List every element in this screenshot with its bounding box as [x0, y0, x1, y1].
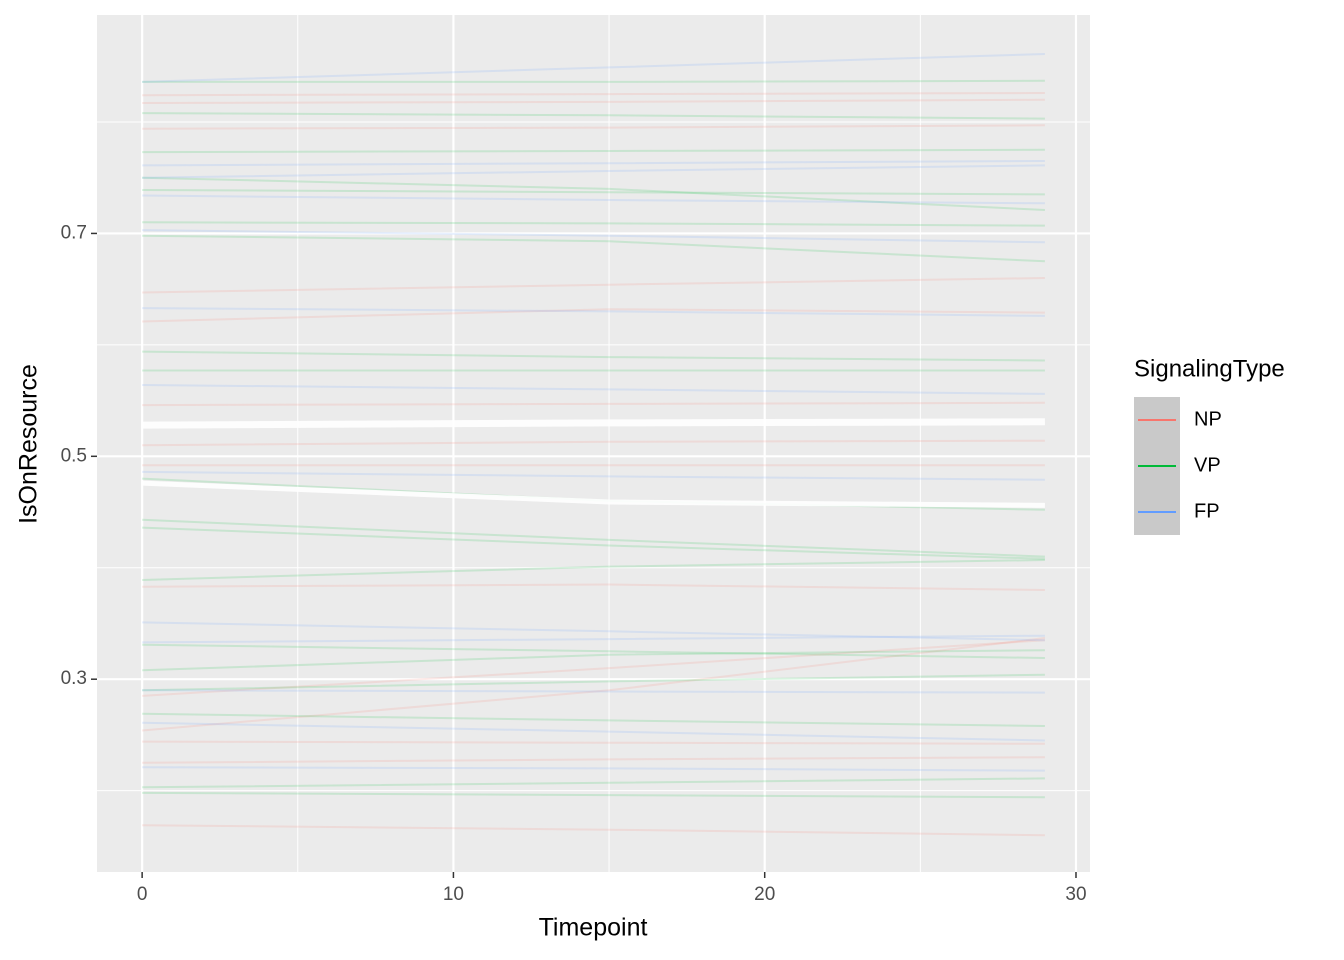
series-line — [142, 637, 1046, 732]
series-line — [142, 649, 1045, 672]
series-line — [142, 470, 1045, 481]
series-line — [142, 221, 1045, 227]
series-line — [142, 756, 1045, 764]
series-line — [142, 124, 1045, 130]
series-line — [142, 194, 1045, 205]
series-line — [142, 53, 1045, 83]
legend-title: SignalingType — [1134, 355, 1285, 382]
series-line — [142, 350, 1045, 362]
series-line — [142, 621, 1045, 642]
series-line — [142, 92, 1045, 97]
series-line — [142, 439, 1045, 447]
panel — [97, 15, 1090, 872]
series-line — [142, 518, 1045, 558]
series-line — [142, 689, 1045, 694]
series-line — [142, 824, 1045, 837]
series-line — [142, 79, 1045, 83]
series-line — [142, 277, 1045, 294]
series-line — [142, 112, 1045, 120]
x-tick-label: 10 — [443, 884, 464, 905]
series-line — [142, 160, 1045, 167]
series-line — [142, 791, 1045, 799]
series-line — [142, 673, 1045, 692]
series-line — [142, 559, 1045, 581]
series-line — [142, 401, 1045, 407]
series-line — [142, 384, 1045, 395]
y-tick-label: 0.5 — [61, 445, 87, 466]
series-line — [142, 307, 1045, 317]
series-line — [142, 712, 1045, 727]
x-tick-label: 20 — [754, 884, 775, 905]
series-line — [142, 740, 1045, 745]
y-tick-label: 0.3 — [61, 668, 87, 689]
x-tick-label: 0 — [137, 884, 148, 905]
series-line — [142, 643, 1045, 659]
summary-line — [142, 418, 1045, 429]
series-line — [142, 639, 1045, 697]
legend-label: NP — [1194, 408, 1222, 430]
series-line — [142, 308, 1045, 323]
series-line — [142, 234, 1045, 263]
series-line — [142, 583, 1045, 591]
x-tick-label: 30 — [1065, 884, 1086, 905]
series-line — [142, 229, 1045, 244]
series-line — [142, 176, 1045, 211]
y-axis-title: IsOnResource — [15, 364, 43, 524]
legend-label: FP — [1194, 500, 1220, 522]
series-line — [142, 634, 1045, 644]
series-line — [142, 766, 1045, 772]
series-line — [142, 98, 1045, 104]
series-line — [142, 526, 1045, 560]
series-line — [142, 164, 1045, 179]
y-tick-label: 0.7 — [61, 222, 87, 243]
series-line — [142, 189, 1045, 196]
series-line — [142, 148, 1045, 154]
series-line — [142, 777, 1045, 789]
summary-line — [141, 480, 1045, 508]
series-line — [142, 721, 1045, 742]
legend-label: VP — [1194, 454, 1221, 476]
x-axis-title: Timepoint — [539, 914, 648, 942]
